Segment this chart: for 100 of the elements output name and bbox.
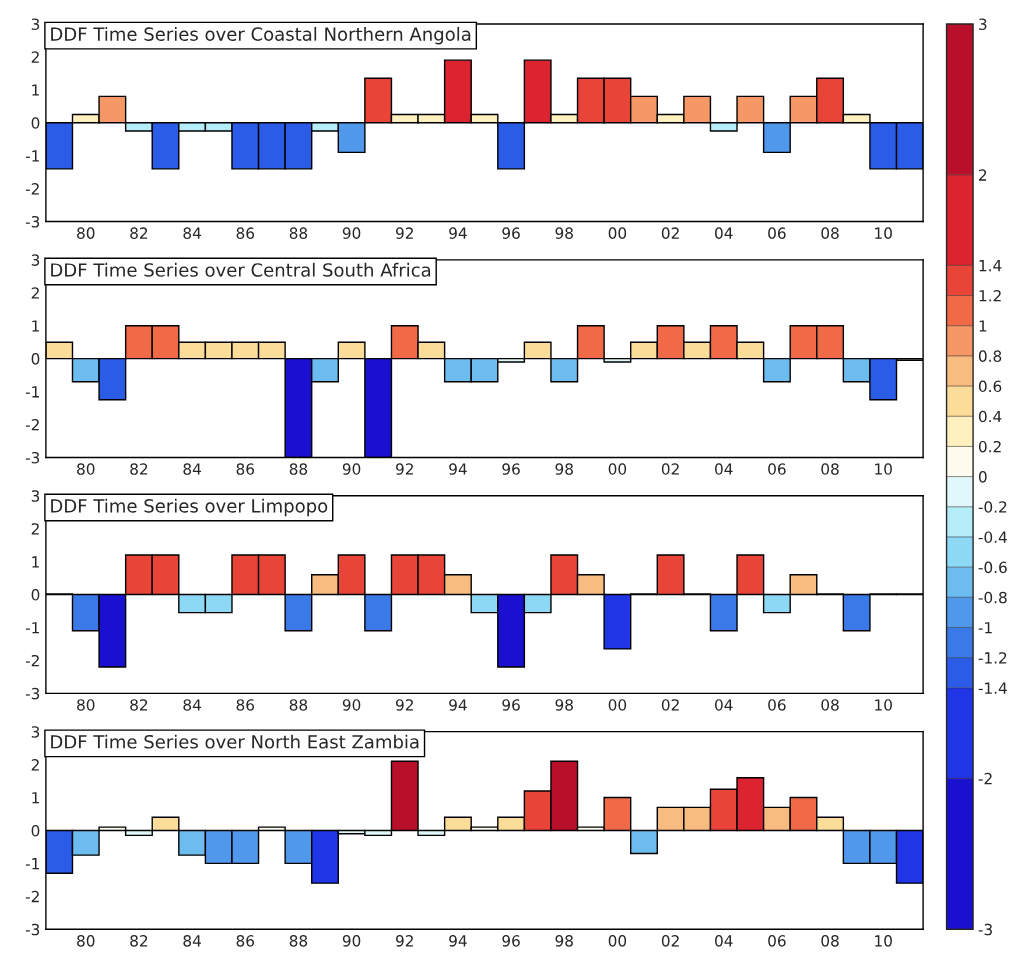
x-tick-label: 84 [183, 699, 201, 711]
x-tick-label: 10 [875, 935, 892, 947]
x-tick-label: 92 [396, 227, 413, 239]
y-tick-label: -3 [25, 216, 40, 228]
x-tick-label: 06 [768, 935, 786, 947]
x-tick-label: 00 [608, 463, 627, 475]
color-bar-label: -3 [978, 923, 992, 936]
color-bar-label: 0 [978, 471, 987, 483]
x-tick-label: 02 [661, 227, 679, 239]
x-tick-label: 82 [130, 227, 148, 239]
y-tick-label: 0 [31, 824, 40, 837]
x-tick-label: 08 [821, 227, 839, 239]
x-tick-label: 82 [130, 463, 148, 475]
x-tick-label: 88 [289, 463, 308, 475]
color-bar-label: -1.2 [978, 652, 1007, 664]
x-tick-label: 86 [236, 935, 255, 947]
y-tick-label: 1 [32, 792, 39, 804]
x-tick-label: 96 [502, 227, 520, 239]
x-tick-label: 90 [342, 699, 361, 711]
x-tick-label: 88 [289, 227, 308, 239]
color-bar-label: 3 [979, 18, 987, 30]
color-bar-label: -1.4 [978, 682, 1007, 694]
x-tick-label: 10 [875, 699, 892, 711]
y-tick-label: 1 [32, 556, 39, 568]
y-tick-label: -1 [25, 386, 39, 398]
x-tick-label: 94 [449, 463, 467, 475]
x-tick-label: 04 [715, 699, 733, 711]
x-tick-label: 10 [875, 463, 892, 475]
y-tick-label: 1 [32, 84, 39, 96]
color-bar-label: 0.6 [978, 380, 1002, 393]
x-tick-label: 94 [449, 935, 467, 947]
y-tick-label: -2 [25, 418, 39, 431]
color-bar-label: -0.6 [978, 561, 1007, 574]
y-tick-label: 2 [31, 287, 39, 299]
y-tick-label: 2 [31, 523, 39, 535]
x-tick-label: 96 [502, 699, 520, 711]
y-tick-label: -3 [25, 923, 40, 936]
x-tick-label: 94 [449, 227, 467, 239]
y-tick-label: -3 [25, 451, 40, 464]
x-tick-label: 00 [608, 699, 627, 711]
x-tick-label: 98 [555, 463, 573, 475]
x-tick-label: 94 [449, 699, 467, 711]
y-tick-label: -3 [25, 687, 40, 700]
x-tick-label: 98 [555, 227, 573, 239]
x-tick-label: 84 [183, 463, 201, 475]
x-tick-label: 00 [608, 935, 627, 947]
x-tick-label: 88 [289, 699, 308, 711]
color-bar-label: 0.2 [978, 440, 1001, 453]
color-bar-label: 1 [979, 320, 987, 332]
y-tick-label: -2 [25, 890, 39, 903]
x-tick-label: 02 [661, 699, 679, 711]
color-bar-label: 1.2 [979, 290, 1001, 302]
x-tick-label: 82 [130, 935, 148, 947]
x-tick-label: 10 [875, 227, 892, 239]
y-tick-label: -2 [25, 183, 39, 195]
y-tick-label: 0 [31, 353, 40, 365]
x-tick-label: 96 [502, 935, 520, 947]
y-tick-label: -2 [25, 654, 39, 667]
x-tick-label: 92 [396, 699, 413, 711]
color-bar-label: 0.8 [978, 350, 1002, 362]
y-tick-label: 3 [31, 490, 40, 502]
x-tick-label: 90 [342, 227, 361, 239]
x-tick-label: 08 [821, 463, 839, 475]
x-tick-label: 90 [342, 463, 361, 475]
x-tick-label: 02 [661, 463, 679, 475]
x-tick-label: 86 [236, 699, 255, 711]
x-tick-label: 92 [396, 463, 413, 475]
y-tick-label: 3 [31, 726, 40, 738]
x-tick-label: 08 [821, 935, 839, 947]
x-tick-label: 04 [715, 463, 733, 475]
x-tick-label: 96 [502, 463, 520, 475]
x-tick-label: 98 [555, 699, 573, 711]
x-tick-label: 08 [821, 699, 839, 711]
y-tick-label: 2 [31, 759, 39, 771]
y-tick-label: 1 [32, 320, 39, 332]
y-tick-label: 0 [31, 589, 40, 601]
chart-title: DDF Time Series over Coastal Northern Angola [51, 26, 471, 45]
y-tick-label: -1 [25, 858, 39, 870]
x-tick-label: 80 [77, 699, 95, 711]
color-bar-label: -0.8 [978, 591, 1007, 604]
color-bar-label: 1.4 [979, 260, 1002, 272]
y-tick-label: 3 [31, 18, 40, 30]
color-bar-label: -1 [978, 622, 992, 634]
x-tick-label: 06 [768, 463, 786, 475]
x-tick-label: 06 [768, 227, 786, 239]
x-tick-label: 92 [396, 935, 413, 947]
x-tick-label: 00 [608, 227, 627, 239]
color-bar-label: -0.4 [978, 531, 1007, 543]
x-tick-label: 80 [77, 935, 95, 947]
x-tick-label: 84 [183, 227, 201, 239]
color-bar-label: 2 [979, 169, 987, 181]
x-tick-label: 98 [555, 935, 573, 947]
y-tick-label: 3 [31, 254, 40, 266]
x-tick-label: 86 [236, 227, 255, 239]
chart-title: DDF Time Series over Limpopo [51, 498, 328, 517]
color-bar-label: 0.4 [978, 410, 1002, 423]
x-tick-label: 06 [768, 699, 786, 711]
color-bar-label: -0.2 [978, 501, 1007, 513]
x-tick-label: 90 [342, 935, 361, 947]
x-tick-label: 04 [715, 935, 733, 947]
